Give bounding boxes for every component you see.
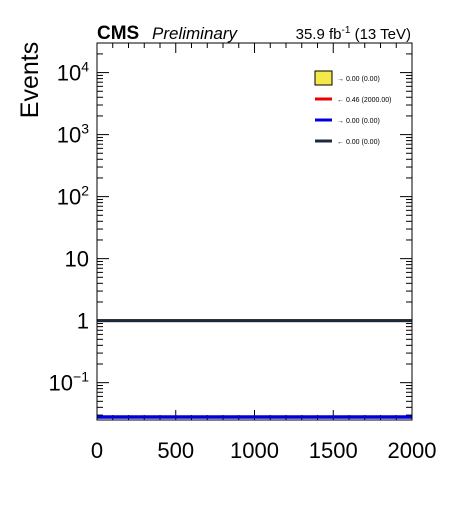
y-tick-label: 103 bbox=[57, 121, 89, 148]
legend-label-2: → 0.00 (0.00) bbox=[337, 118, 380, 125]
y-tick-label: 104 bbox=[57, 59, 89, 86]
x-tick-label: 500 bbox=[157, 438, 194, 463]
axis-tick-labels: 0 500 1000 1500 2000 10−1 1 10 102 103 104 bbox=[49, 59, 437, 463]
legend-label-0: → 0.00 (0.00) bbox=[337, 76, 380, 83]
y-axis-title: Events bbox=[16, 42, 44, 118]
cms-label: CMS bbox=[97, 23, 139, 44]
preliminary-label: Preliminary bbox=[152, 24, 239, 43]
legend-label-1: ← 0.46 (2000.00) bbox=[337, 97, 391, 104]
y-tick-label: 10−1 bbox=[49, 369, 90, 396]
legend-label-3: ← 0.00 (0.00) bbox=[337, 139, 380, 146]
legend: → 0.00 (0.00) ← 0.46 (2000.00) → 0.00 (0.0… bbox=[314, 70, 391, 146]
x-tick-label: 1500 bbox=[309, 438, 358, 463]
lumi-label: 35.9 fb-1 (13 TeV) bbox=[296, 25, 411, 43]
x-tick-label: 2000 bbox=[388, 438, 437, 463]
series-lines bbox=[97, 319, 412, 419]
y-tick-label: 10 bbox=[65, 247, 89, 272]
legend-swatch-0 bbox=[314, 70, 333, 86]
y-tick-label: 102 bbox=[57, 183, 89, 210]
x-tick-label: 1000 bbox=[230, 438, 279, 463]
y-tick-label: 1 bbox=[77, 309, 89, 334]
x-tick-label: 0 bbox=[91, 438, 103, 463]
plot-frame bbox=[96, 42, 413, 421]
